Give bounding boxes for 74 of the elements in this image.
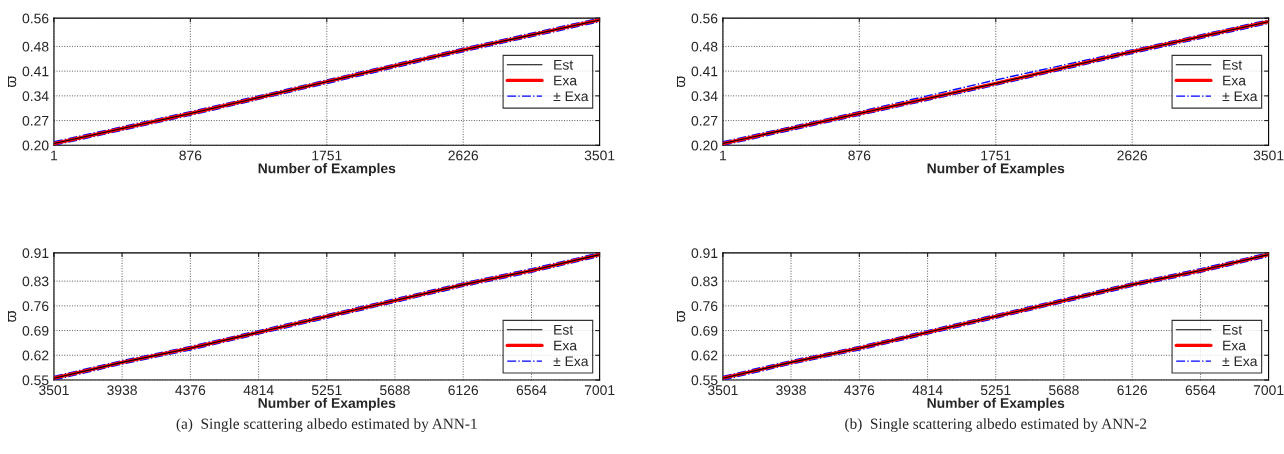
legend-label: ± Exa bbox=[1222, 91, 1258, 102]
y-axis-title: ϖ bbox=[8, 76, 17, 88]
x-tick-label: 4814 bbox=[243, 385, 274, 396]
legend-label: ± Exa bbox=[553, 91, 589, 102]
y-tick-label: 0.69 bbox=[691, 325, 718, 336]
legend-label: Est bbox=[1223, 60, 1243, 70]
y-tick-label: 0.41 bbox=[691, 66, 718, 77]
y-tick-label: 0.55 bbox=[22, 375, 49, 386]
x-tick-label: 876 bbox=[848, 150, 871, 161]
x-tick-label: 3501 bbox=[1253, 150, 1284, 161]
x-tick-label: 3938 bbox=[107, 385, 137, 396]
y-tick-label: 0.41 bbox=[22, 66, 49, 77]
y-tick-label: 0.55 bbox=[691, 375, 718, 386]
x-tick-label: 2626 bbox=[1117, 150, 1148, 161]
y-axis-title: ϖ bbox=[676, 311, 686, 322]
legend-label: Exa bbox=[1223, 340, 1246, 351]
y-tick-label: 0.69 bbox=[22, 325, 49, 336]
x-tick-label: 3501 bbox=[584, 150, 615, 161]
legend-label: Est bbox=[1223, 325, 1243, 335]
y-tick-label: 0.76 bbox=[22, 301, 49, 312]
x-tick-label: 6564 bbox=[516, 385, 547, 396]
x-tick-label: 4376 bbox=[844, 385, 875, 396]
y-tick-label: 0.34 bbox=[691, 91, 718, 102]
x-tick-label: 4376 bbox=[175, 385, 206, 396]
y-tick-label: 0.91 bbox=[22, 248, 49, 259]
x-tick-label: 5688 bbox=[1048, 385, 1079, 396]
text: (b) Single scattering albedo estimated by ANN-2 bbox=[845, 418, 1147, 433]
y-tick-label: 0.27 bbox=[22, 115, 49, 126]
y-tick-label: 0.48 bbox=[691, 41, 718, 52]
y-axis-title: ϖ bbox=[8, 311, 17, 322]
y-axis-title: ϖ bbox=[676, 76, 686, 88]
x-tick-label: 6564 bbox=[1185, 385, 1216, 396]
y-tick-label: 0.83 bbox=[691, 276, 718, 287]
x-tick-label: 5251 bbox=[311, 385, 342, 396]
y-tick-label: 0.62 bbox=[22, 350, 49, 361]
x-axis-title: Number of Examples bbox=[927, 397, 1065, 411]
text: (a) Single scattering albedo estimated by ANN-1 bbox=[176, 418, 477, 433]
y-tick-label: 0.56 bbox=[22, 13, 49, 24]
y-tick-label: 0.83 bbox=[22, 276, 49, 287]
legend-label: Est bbox=[554, 325, 574, 335]
x-tick-label: 2626 bbox=[448, 150, 479, 161]
x-tick-label: 876 bbox=[179, 150, 202, 161]
x-tick-label: 6126 bbox=[448, 385, 479, 396]
legend-label: ± Exa bbox=[553, 356, 589, 367]
x-tick-label: 1 bbox=[51, 150, 58, 161]
y-tick-label: 0.27 bbox=[691, 115, 718, 126]
y-tick-label: 0.20 bbox=[22, 140, 49, 151]
x-tick-label: 3501 bbox=[39, 385, 69, 396]
legend-label: Exa bbox=[1223, 75, 1246, 86]
legend-label: Exa bbox=[554, 340, 578, 351]
x-tick-label: 7001 bbox=[584, 385, 615, 396]
y-tick-label: 0.20 bbox=[691, 140, 718, 151]
y-tick-label: 0.62 bbox=[691, 350, 718, 361]
x-tick-label: 7001 bbox=[1253, 385, 1284, 396]
y-tick-label: 0.34 bbox=[22, 91, 49, 102]
x-tick-label: 3501 bbox=[707, 385, 738, 396]
x-tick-label: 5688 bbox=[380, 385, 410, 396]
legend-label: Est bbox=[554, 60, 574, 70]
x-tick-label: 6126 bbox=[1117, 385, 1148, 396]
x-axis-title: Number of Examples bbox=[258, 163, 396, 177]
y-tick-label: 0.76 bbox=[691, 301, 718, 312]
y-tick-label: 0.91 bbox=[691, 248, 718, 259]
legend-label: Exa bbox=[554, 75, 578, 86]
y-tick-label: 0.56 bbox=[691, 13, 718, 24]
x-tick-label: 5251 bbox=[980, 385, 1011, 396]
x-tick-label: 1751 bbox=[312, 150, 342, 161]
legend-label: ± Exa bbox=[1222, 356, 1258, 367]
x-axis-title: Number of Examples bbox=[258, 397, 396, 411]
x-tick-label: 1751 bbox=[981, 150, 1011, 161]
x-tick-label: 4814 bbox=[912, 385, 943, 396]
x-axis-title: Number of Examples bbox=[927, 163, 1065, 177]
x-tick-label: 1 bbox=[720, 150, 727, 161]
x-tick-label: 3938 bbox=[776, 385, 806, 396]
y-tick-label: 0.48 bbox=[22, 41, 49, 52]
